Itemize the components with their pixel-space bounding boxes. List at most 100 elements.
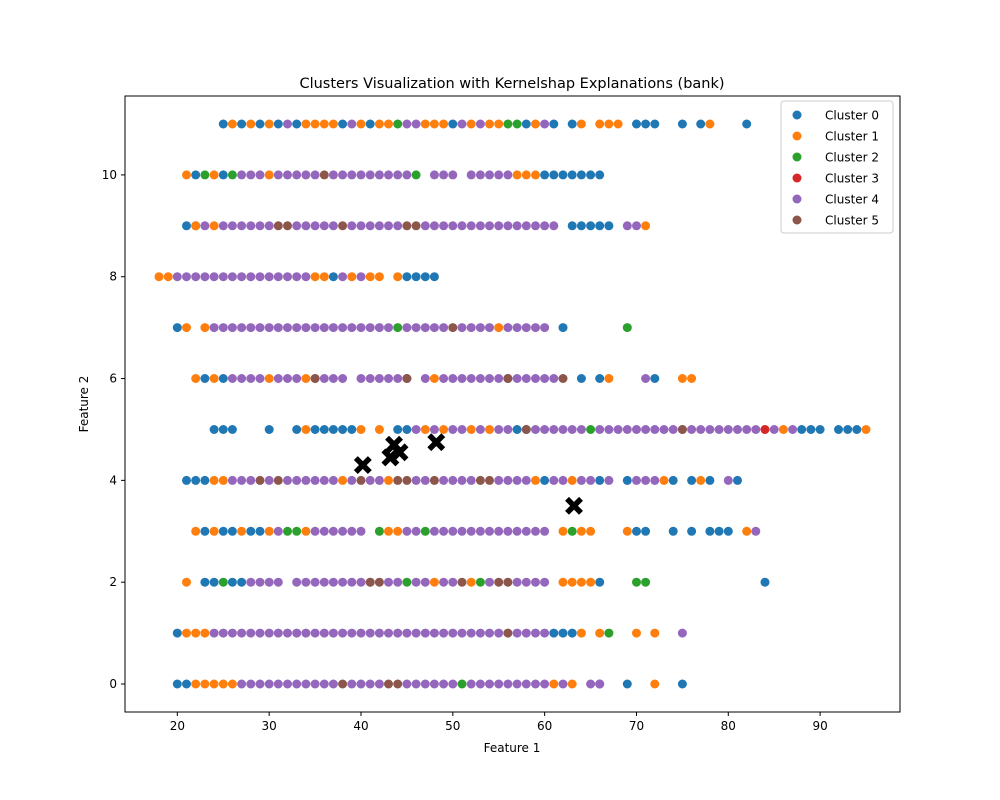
data-point (365, 119, 375, 129)
data-point (494, 170, 504, 180)
data-point (485, 119, 494, 129)
data-point (227, 679, 237, 689)
legend-label: Cluster 1 (825, 130, 879, 144)
data-point (576, 475, 586, 485)
data-point (227, 221, 237, 231)
data-point (264, 374, 274, 383)
y-tick-label: 0 (109, 677, 117, 691)
data-point (632, 577, 641, 587)
data-point (549, 374, 559, 383)
x-tick-label: 40 (353, 719, 368, 733)
data-point (448, 170, 458, 180)
data-point (632, 221, 641, 231)
data-point (429, 272, 439, 282)
data-point (237, 577, 247, 587)
data-point (301, 272, 311, 282)
data-point (439, 119, 449, 129)
data-point (485, 526, 494, 536)
series-cluster-2 (200, 119, 651, 689)
data-point (540, 577, 550, 587)
data-point (503, 679, 513, 689)
data-point (301, 577, 311, 587)
data-point (301, 374, 311, 383)
data-point (420, 374, 430, 383)
data-point (696, 475, 706, 485)
data-point (549, 221, 559, 231)
data-point (475, 475, 485, 485)
data-point (273, 577, 283, 587)
data-point (310, 628, 320, 638)
explanation-markers (353, 433, 583, 515)
data-point (668, 425, 678, 434)
data-point (374, 170, 384, 180)
data-point (200, 526, 210, 536)
data-point (815, 425, 825, 434)
data-point (218, 323, 228, 333)
data-point (641, 425, 651, 434)
data-point (641, 221, 651, 231)
data-point (283, 526, 292, 536)
data-point (283, 679, 292, 689)
data-point (310, 374, 320, 383)
data-point (283, 628, 292, 638)
x-tick-label: 80 (721, 719, 736, 733)
data-point (393, 119, 403, 129)
data-point (567, 221, 577, 231)
chart-title: Clusters Visualization with Kernelshap E… (299, 76, 724, 92)
data-point (319, 221, 329, 231)
data-point (531, 170, 540, 180)
x-tick-label: 70 (629, 719, 644, 733)
data-point (861, 425, 871, 434)
data-point (356, 628, 366, 638)
data-point (237, 475, 247, 485)
data-point (475, 526, 485, 536)
data-point (319, 577, 329, 587)
data-point (448, 221, 458, 231)
data-point (319, 679, 329, 689)
data-point (402, 221, 412, 231)
data-point (209, 221, 219, 231)
data-point (402, 272, 412, 282)
data-point (457, 526, 467, 536)
data-point (264, 323, 274, 333)
data-point (338, 628, 348, 638)
data-point (209, 170, 219, 180)
data-point (843, 425, 853, 434)
data-point (328, 425, 338, 434)
legend-marker (792, 131, 802, 141)
data-point (384, 323, 393, 333)
data-point (384, 221, 393, 231)
data-point (319, 475, 329, 485)
data-point (531, 119, 540, 129)
data-point (475, 221, 485, 231)
data-point (567, 679, 577, 689)
data-point (393, 475, 403, 485)
data-point (273, 628, 283, 638)
data-point (760, 577, 770, 587)
data-point (448, 526, 458, 536)
data-point (540, 628, 550, 638)
data-point (475, 679, 485, 689)
data-point (503, 119, 513, 129)
data-point (558, 526, 568, 536)
data-point (227, 425, 237, 434)
data-point (650, 425, 660, 434)
data-point (411, 628, 421, 638)
data-point (494, 577, 504, 587)
data-point (374, 526, 384, 536)
data-point (402, 323, 412, 333)
data-point (650, 119, 660, 129)
data-point (191, 475, 201, 485)
data-point (182, 221, 191, 231)
data-point (255, 526, 265, 536)
data-point (668, 526, 678, 536)
data-point (595, 221, 605, 231)
data-point (319, 323, 329, 333)
data-point (429, 425, 439, 434)
data-point (374, 221, 384, 231)
data-point (475, 170, 485, 180)
data-point (531, 577, 540, 587)
data-point (218, 577, 228, 587)
legend-label: Cluster 5 (825, 214, 879, 228)
data-point (586, 475, 596, 485)
